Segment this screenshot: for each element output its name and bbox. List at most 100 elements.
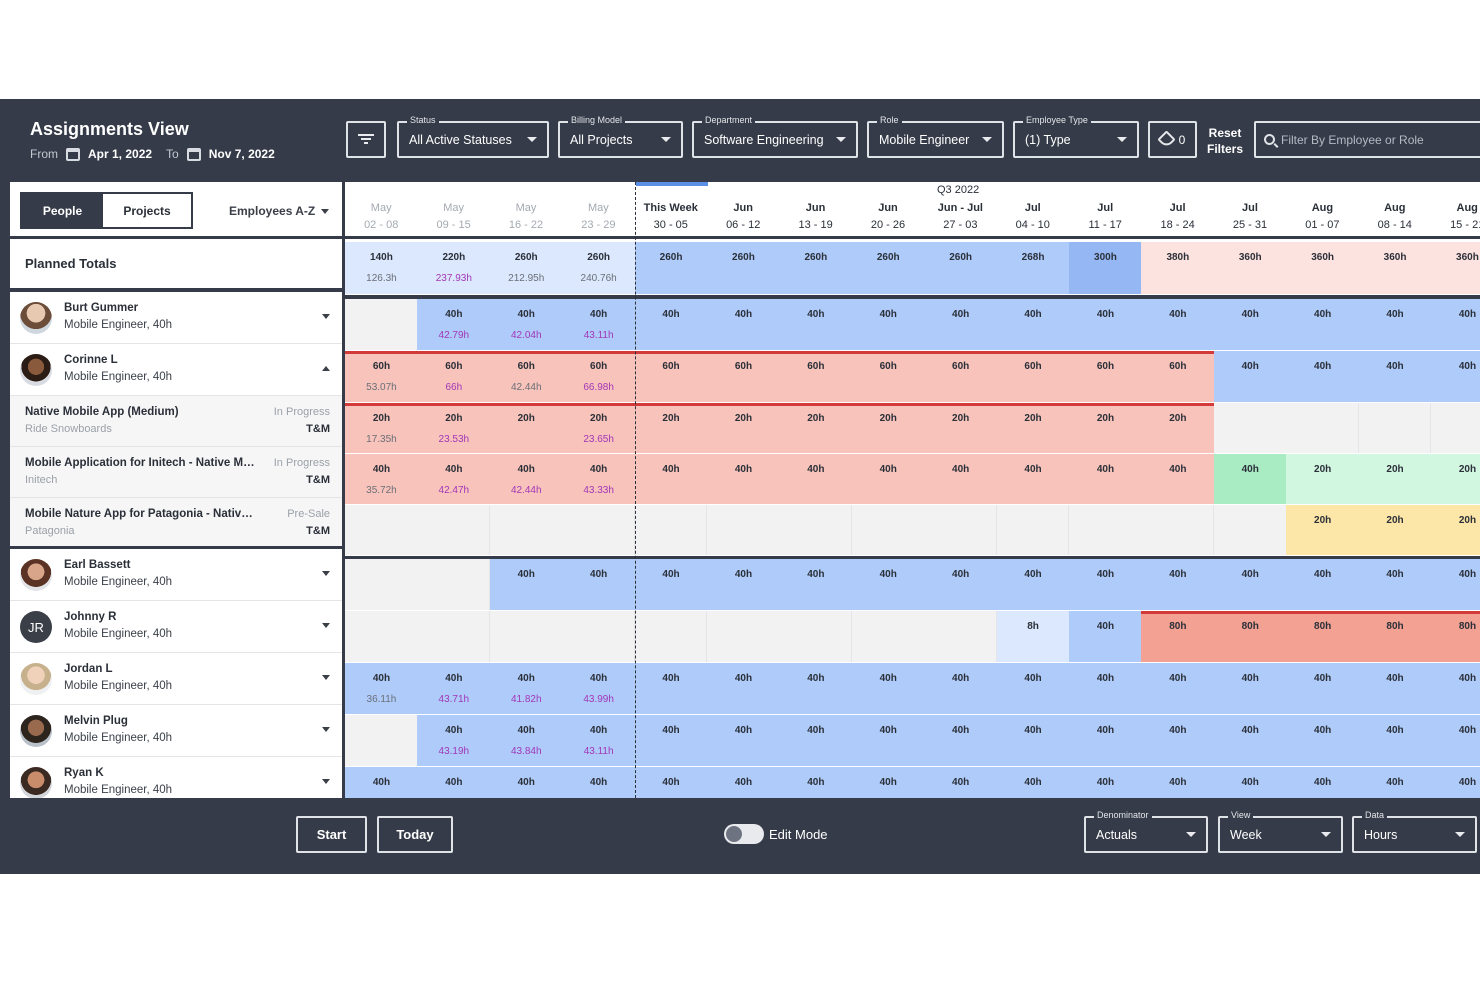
grid-cell[interactable]: 40h (489, 559, 563, 610)
employee-type-dropdown[interactable]: Employee Type (1) Type (1013, 115, 1139, 158)
grid-cell[interactable]: 40h 43.11h (562, 715, 636, 766)
grid-cell[interactable] (562, 611, 636, 662)
grid-cell[interactable]: 40h 36.11h (345, 663, 418, 714)
grid-cell[interactable]: 40h (634, 663, 708, 714)
tab-people[interactable]: People (22, 194, 103, 227)
grid-cell[interactable] (489, 611, 563, 662)
grid-cell[interactable]: 360h (1286, 242, 1360, 294)
grid-cell[interactable]: 360h (1431, 242, 1480, 294)
week-column-header[interactable]: Jul 25 - 31 (1214, 200, 1286, 234)
grid-cell[interactable]: 40h 43.11h (562, 299, 636, 350)
grid-cell[interactable]: 80h (1141, 611, 1215, 662)
chevron-down-icon[interactable] (322, 727, 330, 732)
grid-cell[interactable]: 40h (707, 454, 780, 504)
grid-cell[interactable]: 20h 17.35h (345, 403, 418, 453)
grid-cell[interactable]: 40h (1286, 715, 1360, 766)
grid-cell[interactable]: 60h (634, 351, 708, 402)
today-button[interactable]: Today (377, 816, 453, 853)
grid-cell[interactable]: 80h (1431, 611, 1480, 662)
grid-cell[interactable]: 20h (996, 403, 1070, 453)
grid-cell[interactable] (707, 505, 780, 555)
grid-cell[interactable]: 20h (851, 403, 925, 453)
grid-cell[interactable]: 40h (1358, 299, 1432, 350)
chevron-down-icon[interactable] (322, 571, 330, 576)
grid-cell[interactable]: 20h (1431, 454, 1480, 504)
grid-cell[interactable]: 40h (1069, 454, 1142, 504)
grid-cell[interactable]: 40h (1213, 767, 1287, 798)
grid-cell[interactable]: 40h (562, 559, 636, 610)
person-row[interactable]: Earl Bassett Mobile Engineer, 40h (10, 549, 342, 601)
grid-cell[interactable]: 260h (851, 242, 925, 294)
week-column-header[interactable]: Jul 18 - 24 (1141, 200, 1213, 234)
grid-cell[interactable] (562, 505, 636, 555)
grid-cell[interactable]: 40h (1358, 663, 1432, 714)
grid-cell[interactable]: 40h (996, 299, 1070, 350)
project-row[interactable]: Native Mobile App (Medium) Ride Snowboard… (10, 396, 342, 447)
grid-cell[interactable]: 60h 66.98h (562, 351, 636, 402)
grid-cell[interactable] (1213, 505, 1287, 555)
grid-cell[interactable] (1141, 505, 1215, 555)
grid-cell[interactable] (634, 611, 708, 662)
grid-cell[interactable]: 260h (924, 242, 998, 294)
grid-cell[interactable]: 40h (1069, 715, 1142, 766)
week-column-header[interactable]: Aug 08 - 14 (1359, 200, 1431, 234)
tags-button[interactable]: 0 (1148, 121, 1197, 158)
grid-cell[interactable]: 40h (1213, 715, 1287, 766)
grid-cell[interactable]: 40h (1431, 299, 1480, 350)
grid-cell[interactable]: 60h 53.07h (345, 351, 418, 402)
week-column-header[interactable]: May 16 - 22 (490, 200, 562, 234)
grid-cell[interactable] (779, 505, 853, 555)
tab-projects[interactable]: Projects (103, 194, 191, 227)
week-column-header[interactable]: Jun 13 - 19 (779, 200, 851, 234)
grid-cell[interactable]: 40h (924, 715, 998, 766)
grid-cell[interactable]: 40h (1141, 663, 1215, 714)
grid-cell[interactable]: 40h (634, 715, 708, 766)
week-column-header[interactable]: Jun 06 - 12 (707, 200, 779, 234)
chevron-down-icon[interactable] (322, 779, 330, 784)
project-row[interactable]: Mobile Application for Initech - Native … (10, 447, 342, 498)
grid-cell[interactable]: 20h (779, 403, 853, 453)
person-row[interactable]: JR Johnny R Mobile Engineer, 40h (10, 601, 342, 653)
from-date[interactable]: Apr 1, 2022 (88, 147, 153, 161)
grid-cell[interactable]: 40h (634, 559, 708, 610)
grid-cell[interactable] (417, 611, 491, 662)
week-column-header[interactable]: May 23 - 29 (562, 200, 634, 234)
grid-cell[interactable]: 40h (634, 454, 708, 504)
grid-cell[interactable]: 80h (1213, 611, 1287, 662)
grid-cell[interactable]: 40h 42.04h (489, 299, 563, 350)
calendar-icon[interactable] (66, 147, 80, 161)
grid-cell[interactable]: 20h 23.65h (562, 403, 636, 453)
grid-cell[interactable]: 40h (779, 715, 853, 766)
grid-cell[interactable]: 260h 240.76h (562, 242, 636, 294)
grid-cell[interactable] (417, 559, 491, 610)
grid-cell[interactable] (1286, 403, 1360, 453)
grid-cell[interactable]: 40h (1213, 559, 1287, 610)
grid-cell[interactable] (924, 611, 998, 662)
grid-cell[interactable]: 60h (924, 351, 998, 402)
week-column-header[interactable]: This Week 30 - 05 (635, 200, 707, 234)
week-column-header[interactable]: Jun 20 - 26 (852, 200, 924, 234)
grid-cell[interactable]: 40h (1141, 767, 1215, 798)
grid-cell[interactable]: 60h (707, 351, 780, 402)
grid-cell[interactable]: 40h (924, 767, 998, 798)
grid-cell[interactable]: 40h (851, 715, 925, 766)
grid-cell[interactable]: 40h 43.71h (417, 663, 491, 714)
chevron-down-icon[interactable] (322, 623, 330, 628)
grid-cell[interactable]: 40h (562, 767, 636, 798)
grid-cell[interactable]: 20h (1431, 505, 1480, 555)
grid-cell[interactable]: 60h (1069, 351, 1142, 402)
week-column-header[interactable]: Jul 04 - 10 (997, 200, 1069, 234)
grid-cell[interactable] (417, 505, 491, 555)
grid-cell[interactable]: 40h (1141, 454, 1215, 504)
grid-cell[interactable]: 40h (1213, 351, 1287, 402)
grid-cell[interactable]: 40h 35.72h (345, 454, 418, 504)
grid-cell[interactable] (345, 715, 418, 766)
reset-filters-button[interactable]: Reset Filters (1206, 126, 1243, 156)
grid-cell[interactable]: 40h (924, 559, 998, 610)
grid-cell[interactable]: 260h 212.95h (489, 242, 563, 294)
grid-cell[interactable]: 40h (707, 559, 780, 610)
grid-cell[interactable]: 40h (1431, 767, 1480, 798)
grid-cell[interactable]: 20h (707, 403, 780, 453)
grid-cell[interactable] (345, 299, 418, 350)
grid-cell[interactable]: 220h 237.93h (417, 242, 491, 294)
